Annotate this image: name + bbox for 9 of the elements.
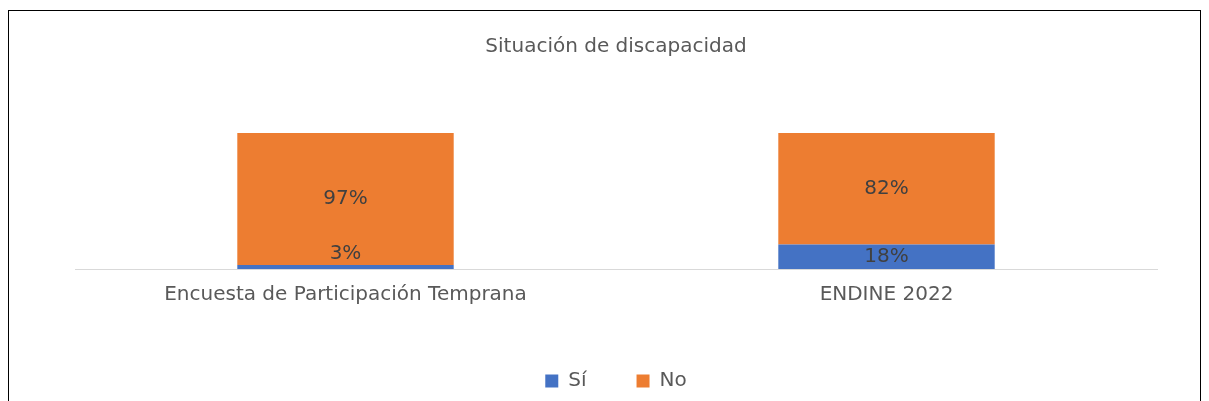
- legend-label: Sí: [568, 367, 588, 392]
- chart-title: Situación de discapacidad: [485, 33, 747, 58]
- x-tick-label: Encuesta de Participación Temprana: [164, 281, 527, 306]
- x-tick-label: ENDINE 2022: [819, 281, 954, 306]
- data-label: 3%: [329, 240, 362, 265]
- data-label: 97%: [323, 185, 368, 210]
- data-label: 18%: [864, 242, 909, 267]
- data-label: 82%: [864, 174, 909, 199]
- legend-label: No: [659, 367, 687, 392]
